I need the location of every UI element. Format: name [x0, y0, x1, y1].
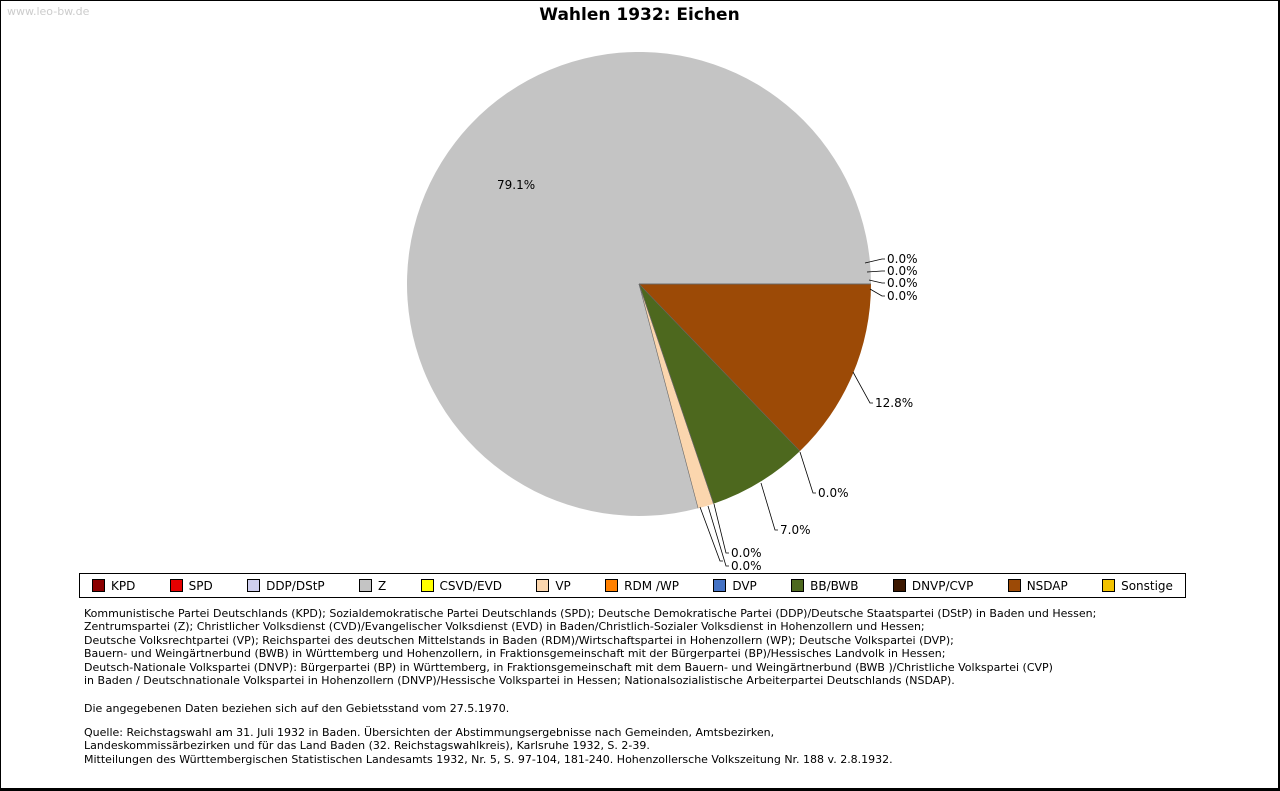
- callout-label-spd: 0.0%: [887, 264, 918, 278]
- source-citation: Quelle: Reichstagswahl am 31. Juli 1932 …: [84, 726, 893, 766]
- legend-swatch-csvd-evd: [420, 579, 434, 592]
- callout-line-csvd-evd: [699, 506, 723, 562]
- legend-label-bb-bwb: BB/BWB: [810, 578, 859, 593]
- zero-slice-line-dvp: [638, 283, 714, 504]
- legend-label-vp: VP: [555, 578, 571, 593]
- legend-item-vp: VP: [536, 578, 571, 593]
- legend-item-csvd-evd: CSVD/EVD: [420, 578, 503, 593]
- party-descriptions: Kommunistische Partei Deutschlands (KPD)…: [84, 607, 1096, 687]
- legend-item-dnvp-cvp: DNVP/CVP: [892, 578, 974, 593]
- legend-item-kpd: KPD: [92, 579, 135, 593]
- callout-label-ddp-dstp: 0.0%: [887, 276, 918, 290]
- legend-swatch-vp: [536, 579, 550, 592]
- callout-label-nsdap: 12.8%: [875, 396, 913, 410]
- callout-line-rdm-wp: [707, 505, 729, 567]
- callout-line-dnvp-cvp: [799, 451, 816, 494]
- legend-label-ddp-dstp: DDP/DStP: [266, 578, 325, 593]
- legend-item-sonstige: Sonstige: [1102, 579, 1173, 593]
- legend-label-spd: SPD: [188, 578, 213, 593]
- legend-swatch-kpd: [92, 579, 105, 592]
- callout-label-dvp: 0.0%: [731, 546, 762, 560]
- party-description-line: Zentrumspartei (Z); Christlicher Volksdi…: [84, 620, 925, 634]
- party-description-line: Bauern- und Weingärtnerbund (BWB) in Wür…: [84, 647, 946, 661]
- legend: KPD SPD DDP/DStP Z CSVD/EVD VP RDM /WP DVP BB/BW…: [79, 573, 1186, 598]
- zero-slice-line-csvd-evd: [638, 283, 699, 509]
- legend-label-dnvp-cvp: DNVP/CVP: [911, 578, 974, 593]
- callout-line-dvp: [713, 503, 729, 554]
- legend-swatch-z: [358, 579, 372, 592]
- callout-lines: [699, 258, 885, 567]
- legend-label-sonstige: Sonstige: [1121, 578, 1173, 593]
- pie-slice-bb-bwb: [639, 284, 800, 504]
- pie-slice-nsdap: [639, 284, 871, 452]
- party-description-line: in Baden / Deutschnationale Volkspartei …: [84, 674, 955, 688]
- watermark: www.leo-bw.de: [7, 5, 90, 18]
- legend-label-nsdap: NSDAP: [1026, 578, 1068, 593]
- zero-slice-lines: [638, 283, 871, 509]
- legend-item-dvp: DVP: [713, 578, 757, 593]
- party-description-line: Kommunistische Partei Deutschlands (KPD)…: [84, 607, 1097, 620]
- source-citation-line: Mitteilungen des Württembergischen Stati…: [84, 752, 893, 766]
- legend-item-nsdap: NSDAP: [1007, 578, 1068, 593]
- legend-item-rdm-wp: RDM /WP: [605, 579, 679, 593]
- legend-swatch-sonstige: [1102, 579, 1116, 592]
- callout-line-bb-bwb: [760, 482, 778, 531]
- legend-swatch-spd: [169, 579, 183, 592]
- chart-title: Wahlen 1932: Eichen: [539, 5, 740, 25]
- party-description-line: Deutsch-Nationale Volkspartei (DNVP): Bü…: [84, 660, 1053, 674]
- legend-swatch-rdm-wp: [605, 579, 619, 592]
- zero-slice-line-dnvp-cvp: [638, 283, 801, 452]
- legend-swatch-bb-bwb: [791, 579, 805, 592]
- legend-label-z: Z: [377, 578, 387, 593]
- callout-line-kpd: [864, 258, 885, 264]
- pie-chart: 79.1%0.0%0.0%0.0%0.0%12.8%0.0%7.0%0.0%0.…: [407, 51, 918, 573]
- callout-label-z: 79.1%: [497, 178, 535, 192]
- callout-label-sonstige: 0.0%: [887, 289, 918, 303]
- legend-swatch-ddp-dstp: [247, 579, 261, 592]
- source-citation-line: Quelle: Reichstagswahl am 31. Juli 1932 …: [84, 726, 775, 739]
- callout-label-kpd: 0.0%: [887, 252, 918, 266]
- callout-label-dnvp-cvp: 0.0%: [818, 486, 849, 500]
- territory-note: Die angegebenen Daten beziehen sich auf …: [84, 702, 510, 715]
- callout-line-sonstige: [869, 288, 885, 297]
- callout-label-bb-bwb: 7.0%: [780, 523, 811, 537]
- legend-label-kpd: KPD: [111, 578, 136, 593]
- source-citation-line: Landeskommissärbezirken und für das Land…: [84, 739, 650, 753]
- callout-labels: 79.1%0.0%0.0%0.0%0.0%12.8%0.0%7.0%0.0%0.…: [497, 178, 918, 573]
- legend-label-dvp: DVP: [732, 578, 757, 593]
- legend-label-rdm-wp: RDM /WP: [624, 578, 679, 593]
- legend-item-z: Z: [358, 578, 387, 593]
- legend-item-spd: SPD: [169, 578, 213, 593]
- legend-label-csvd-evd: CSVD/EVD: [439, 578, 503, 593]
- legend-swatch-nsdap: [1007, 579, 1021, 592]
- legend-item-bb-bwb: BB/BWB: [791, 578, 859, 593]
- party-description-line: Deutsche Volksrechtpartei (VP); Reichspa…: [84, 633, 954, 647]
- legend-swatch-dnvp-cvp: [892, 579, 906, 592]
- callout-line-nsdap: [852, 371, 873, 404]
- callout-label-rdm-wp: 0.0%: [731, 559, 762, 573]
- legend-swatch-dvp: [713, 579, 727, 592]
- legend-item-ddp-dstp: DDP/DStP: [247, 579, 325, 593]
- callout-line-spd: [866, 270, 885, 273]
- callout-line-ddp-dstp: [868, 279, 885, 284]
- pie-slice-vp: [639, 284, 714, 509]
